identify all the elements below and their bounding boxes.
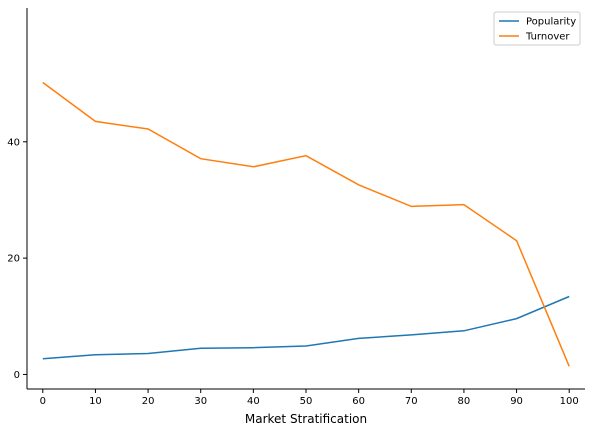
y-tick-label: 20 [7,254,20,265]
x-tick-label: 100 [560,396,579,407]
x-tick-label: 30 [194,396,207,407]
y-tick-label: 0 [14,370,20,381]
legend: Popularity Turnover [493,11,581,46]
series-lines [42,81,570,367]
legend-label-popularity: Popularity [526,17,576,28]
x-tick-label: 20 [142,396,155,407]
x-tick-label: 90 [510,396,523,407]
x-tick-label: 80 [458,396,471,407]
series-line-popularity [42,295,570,360]
x-axis-ticks: 0 10 20 30 40 50 60 70 80 90 100 [40,389,579,407]
legend-label-turnover: Turnover [525,32,570,43]
x-tick-label: 10 [89,396,102,407]
series-line-turnover [42,81,570,367]
x-tick-label: 0 [40,396,46,407]
y-tick-label: 40 [7,137,20,148]
x-tick-label: 40 [247,396,260,407]
x-tick-label: 50 [300,396,313,407]
y-axis-ticks: 0 20 40 [7,137,27,381]
x-tick-label: 70 [405,396,418,407]
x-axis-title: Market Stratification [245,412,367,426]
x-tick-label: 60 [352,396,365,407]
